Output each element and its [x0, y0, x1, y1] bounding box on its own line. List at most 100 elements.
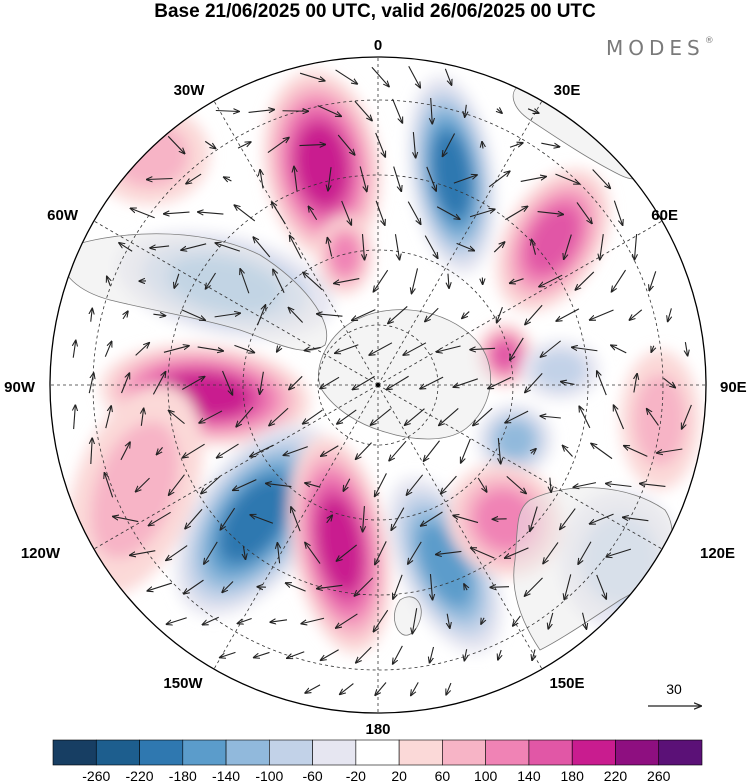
wind-vector [266, 483, 292, 486]
wind-vector [104, 341, 111, 357]
wind-vector [277, 346, 281, 352]
colorbar-swatch [658, 739, 703, 766]
wind-vector [649, 271, 657, 290]
wind-vector [105, 406, 111, 429]
wind-vector [456, 242, 475, 250]
wind-vector [513, 615, 521, 626]
wind-vector [561, 382, 575, 385]
colorbar-swatch [528, 739, 573, 766]
wind-vector [130, 208, 155, 219]
wind-vector [539, 274, 563, 287]
wind-vector [305, 483, 321, 488]
wind-vector [524, 577, 543, 596]
wind-vector [403, 342, 427, 355]
wind-vector [107, 276, 111, 286]
longitude-label-180: 180 [365, 721, 390, 738]
wind-vector [436, 345, 461, 352]
wind-vector [375, 473, 387, 496]
wind-vector [214, 313, 241, 318]
wind-vectors [73, 65, 692, 696]
wind-vector [446, 682, 452, 695]
wind-vector [431, 97, 433, 124]
wind-vector [462, 311, 470, 319]
wind-vector [531, 449, 536, 454]
wind-vector [236, 406, 254, 427]
colorbar-swatch [312, 739, 357, 766]
wind-vector [337, 409, 357, 424]
wind-vector [352, 375, 375, 389]
wind-vector [540, 340, 561, 357]
wind-vector [469, 209, 495, 218]
wind-vector [224, 177, 232, 181]
colorbar-swatch [52, 739, 97, 766]
wind-vector [250, 444, 274, 456]
wind-vector [436, 206, 460, 220]
wind-vector [104, 473, 114, 498]
wind-vector [248, 110, 275, 113]
wind-vector [393, 166, 402, 192]
wind-vector [613, 200, 622, 226]
wind-vector [579, 406, 591, 429]
wind-vector [303, 272, 323, 291]
wind-vector [220, 507, 236, 530]
wind-vector [453, 378, 478, 387]
wind-vector [326, 515, 333, 524]
wind-vector [317, 105, 342, 117]
wind-vector [488, 376, 512, 388]
colorbar-tick-label: 20 [391, 768, 407, 783]
wind-vector [473, 407, 493, 425]
wind-vector [204, 541, 218, 564]
wind-vector [371, 66, 389, 86]
wind-vector [305, 684, 321, 693]
wind-vector [540, 416, 561, 418]
wind-vector [505, 547, 529, 558]
wind-vector [581, 612, 587, 629]
wind-vector [91, 308, 93, 322]
longitude-label-0: 0 [374, 37, 382, 54]
longitude-label-60e: 60E [651, 207, 678, 224]
wind-vector [634, 374, 637, 393]
colorbar-tick-label: 100 [474, 768, 498, 783]
meridian-line [377, 384, 543, 670]
positive-anomaly-area [90, 105, 210, 205]
map-border [49, 56, 707, 714]
wind-vector [413, 132, 415, 158]
wind-vector [548, 612, 554, 629]
wind-vector [216, 443, 239, 458]
longitude-labels: 0 30E 60E 90E 120E 150E 180 150W 120W 90W 60W 30W [4, 37, 747, 738]
wind-vector [589, 513, 614, 524]
meridian-line [377, 100, 543, 386]
wind-vector [498, 438, 500, 464]
wind-vector [321, 445, 339, 456]
meridian-line [377, 384, 663, 550]
wind-vector [91, 438, 92, 465]
wind-vector [629, 309, 643, 320]
wind-vector [373, 269, 389, 292]
wind-vector [498, 649, 501, 660]
colorbar-tick-label: -60 [302, 768, 322, 783]
wind-vector [234, 205, 256, 222]
wind-vector [647, 409, 659, 426]
wind-vector [562, 445, 573, 457]
negative-anomaly-area [477, 404, 553, 476]
wind-vector [611, 269, 627, 292]
colorbar-tick-label: 180 [561, 768, 585, 783]
wind-vector [386, 375, 409, 390]
meridian-line [213, 384, 379, 670]
wind-vector [222, 581, 234, 592]
wind-vector [412, 608, 418, 634]
wind-vector [243, 546, 245, 560]
wind-vector [186, 173, 202, 184]
wind-vector [340, 683, 354, 695]
wind-vector [634, 233, 636, 260]
wind-vector [564, 234, 572, 260]
wind-vector [685, 342, 687, 356]
wind-vector [429, 646, 435, 663]
wind-vector [215, 110, 239, 111]
meridian-line [213, 100, 379, 386]
wind-vector [362, 233, 364, 260]
wind-vector [289, 375, 303, 389]
wind-vector [375, 682, 387, 696]
wind-vector [166, 545, 188, 561]
wind-vector [447, 613, 450, 629]
